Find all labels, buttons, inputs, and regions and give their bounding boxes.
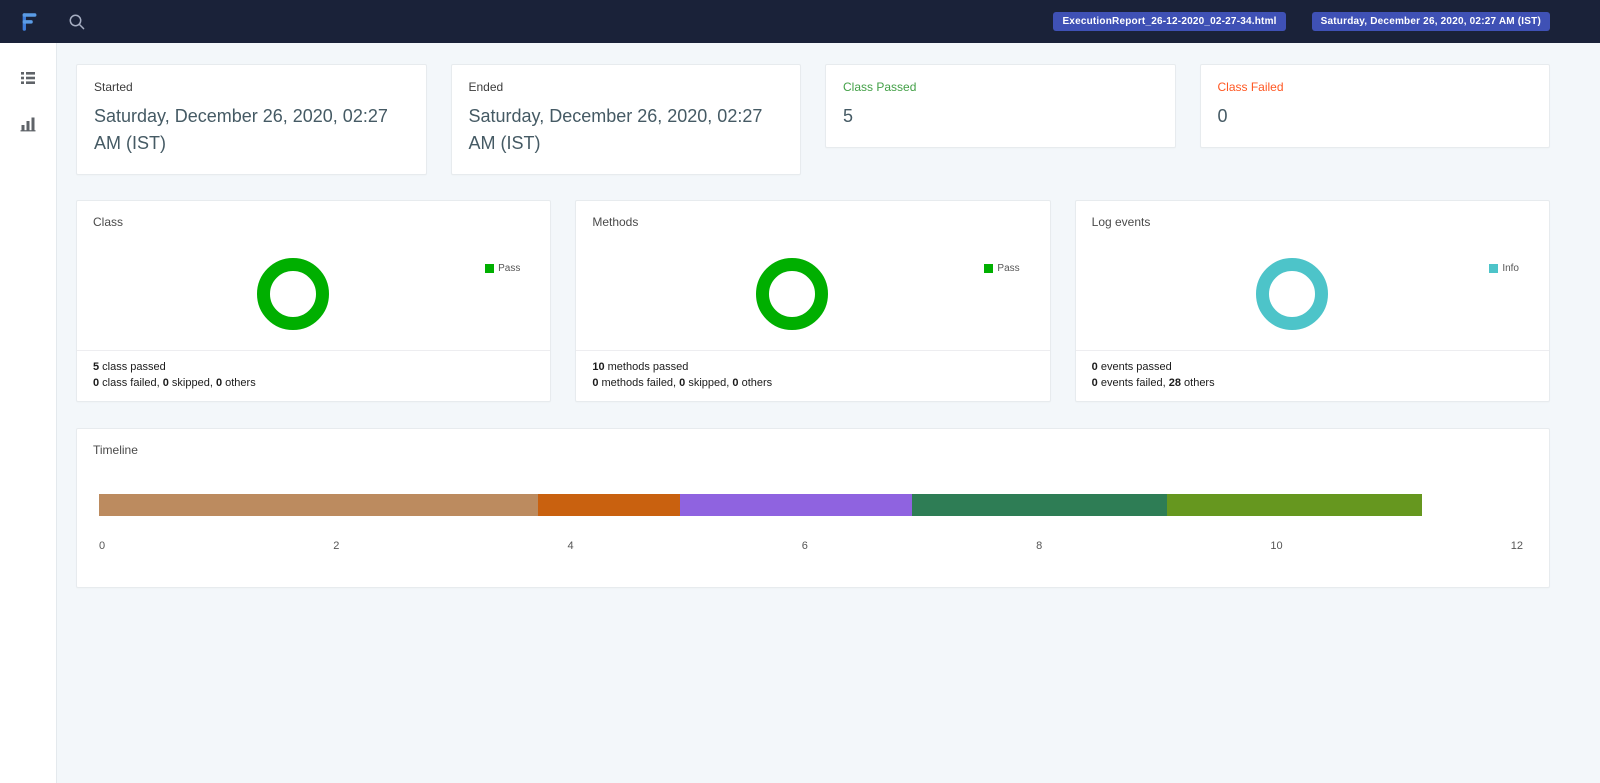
timeline-row: Timeline 0 2 4 6 8 10 12 [76, 428, 1550, 588]
legend-label: Info [1502, 263, 1519, 274]
timeline-title: Timeline [93, 443, 138, 457]
search-icon[interactable] [66, 11, 88, 33]
donut-segment-pass[interactable] [756, 258, 829, 331]
chart-legend[interactable]: Info [1489, 263, 1519, 274]
chart-footer-line1: 0 events passed [1091, 361, 1172, 373]
legend-label: Pass [498, 263, 521, 274]
legend-swatch [1489, 264, 1499, 273]
timeline-axis: 0 2 4 6 8 10 12 [99, 540, 1523, 552]
donut-chart-class: Pass [77, 229, 550, 350]
chart-footer-line2: 0 events failed, 28 others [1091, 377, 1215, 389]
stat-label-ended: Ended [468, 80, 504, 94]
bar-chart-icon [20, 117, 36, 132]
stats-row: Started Saturday, December 26, 2020, 02:… [76, 64, 1550, 175]
main-content: Started Saturday, December 26, 2020, 02:… [57, 43, 1600, 588]
report-name-badge[interactable]: ExecutionReport_26-12-2020_02-27-34.html [1053, 12, 1286, 31]
stat-value-class-failed: 0 [1217, 106, 1228, 126]
stat-label-class-passed: Class Passed [843, 80, 917, 94]
list-icon [21, 72, 35, 84]
stat-card-started: Started Saturday, December 26, 2020, 02:… [76, 64, 427, 175]
timeline-segment[interactable] [680, 494, 912, 516]
donut-ring[interactable] [255, 256, 331, 332]
chart-title-methods: Methods [592, 215, 639, 229]
donut-ring[interactable] [1254, 256, 1330, 332]
chart-footer-line2: 0 methods failed, 0 skipped, 0 others [592, 377, 773, 389]
chart-footer-line1: 5 class passed [93, 361, 166, 373]
timeline-card: Timeline 0 2 4 6 8 10 12 [76, 428, 1550, 588]
stat-value-class-passed: 5 [843, 106, 854, 126]
timeline-segment[interactable] [99, 494, 539, 516]
chart-footer-line2: 0 class failed, 0 skipped, 0 others [93, 377, 256, 389]
navbar: ExecutionReport_26-12-2020_02-27-34.html… [0, 0, 1600, 43]
timeline-axis-tick: 0 [99, 540, 106, 552]
legend-label: Pass [997, 263, 1020, 274]
donut-segment-pass[interactable] [256, 258, 329, 331]
timeline-axis-tick: 6 [801, 540, 808, 552]
timeline-axis-tick: 8 [1036, 540, 1043, 552]
chart-footer-log-events: 0 events passed 0 events failed, 28 othe… [1075, 350, 1549, 401]
timeline-axis-tick: 2 [333, 540, 340, 552]
chart-legend[interactable]: Pass [485, 263, 520, 274]
timeline-axis-tick: 12 [1510, 540, 1523, 552]
stat-label-class-failed: Class Failed [1217, 80, 1284, 94]
chart-title-class: Class [93, 215, 124, 229]
stat-card-class-failed: Class Failed 0 [1199, 64, 1550, 148]
donut-chart-log-events: Info [1076, 229, 1549, 350]
stat-label-started: Started [94, 80, 133, 94]
timeline-axis-tick: 10 [1270, 540, 1283, 552]
navbar-right: ExecutionReport_26-12-2020_02-27-34.html… [1053, 12, 1550, 31]
donut-ring[interactable] [754, 256, 830, 332]
legend-swatch [984, 264, 994, 273]
timeline-segment[interactable] [538, 494, 681, 516]
chart-legend[interactable]: Pass [984, 263, 1020, 274]
chart-card-class: Class Pass 5 class passed 0 class failed… [76, 200, 552, 402]
stat-value-ended: Saturday, December 26, 2020, 02:27 AM (I… [468, 106, 763, 153]
timeline-bar [99, 494, 1423, 516]
timeline-plot: 0 2 4 6 8 10 12 [99, 494, 1523, 552]
timeline-segment[interactable] [1166, 494, 1423, 516]
chart-title-log-events: Log events [1091, 215, 1151, 229]
legend-swatch [485, 264, 495, 273]
stat-card-class-passed: Class Passed 5 [825, 64, 1176, 148]
timeline-segment[interactable] [911, 494, 1167, 516]
stat-card-ended: Ended Saturday, December 26, 2020, 02:27… [450, 64, 801, 175]
chart-card-methods: Methods Pass 10 methods passed 0 methods… [575, 200, 1051, 402]
report-timestamp-badge[interactable]: Saturday, December 26, 2020, 02:27 AM (I… [1311, 12, 1550, 31]
donut-segment-info[interactable] [1255, 258, 1328, 331]
chart-footer-class: 5 class passed 0 class failed, 0 skipped… [77, 350, 551, 401]
sidebar-item-tests[interactable] [15, 65, 41, 91]
timeline-axis-tick: 4 [567, 540, 574, 552]
extent-logo-icon [18, 10, 42, 34]
sidebar [0, 43, 57, 783]
chart-card-log-events: Log events Info 0 events passed 0 events… [1074, 200, 1550, 402]
chart-footer-methods: 10 methods passed 0 methods failed, 0 sk… [576, 350, 1050, 401]
charts-row: Class Pass 5 class passed 0 class failed… [76, 200, 1550, 402]
donut-chart-methods: Pass [576, 229, 1049, 350]
stat-value-started: Saturday, December 26, 2020, 02:27 AM (I… [94, 106, 388, 153]
sidebar-item-dashboard[interactable] [15, 111, 41, 137]
chart-footer-line1: 10 methods passed [592, 361, 689, 373]
